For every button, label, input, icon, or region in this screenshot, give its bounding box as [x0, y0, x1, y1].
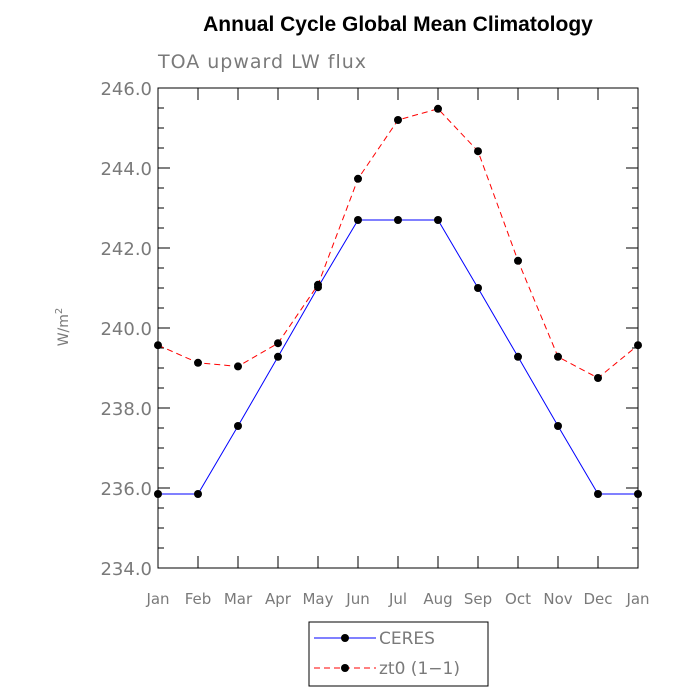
x-tick-label: Mar — [224, 590, 253, 608]
data-point-s1-9 — [514, 256, 522, 265]
legend-label-ceres: CERES — [379, 629, 435, 649]
data-point-s0-10 — [554, 422, 562, 430]
data-point-s0-5 — [354, 216, 362, 224]
y-axis-label: W/m2 — [54, 308, 72, 347]
x-tick-label: Dec — [583, 590, 612, 608]
data-point-s0-0 — [154, 490, 162, 498]
data-point-s1-12 — [634, 341, 642, 350]
data-point-s0-3 — [274, 352, 282, 361]
chart-title: Annual Cycle Global Mean Climatology — [203, 13, 593, 36]
y-axis: 234.0 236.0 238.0 240.0 242.0 244.0 246.0 — [100, 79, 638, 580]
y-tick-label: 244.0 — [100, 159, 152, 180]
data-point-s0-9 — [514, 352, 522, 361]
data-point-s1-11 — [594, 374, 602, 382]
legend-label-zt0: zt0 (1−1) — [379, 659, 460, 679]
data-point-s1-5 — [354, 174, 362, 183]
y-tick-label: 236.0 — [100, 479, 152, 500]
x-tick-label: Nov — [543, 590, 572, 608]
data-point-s0-11 — [594, 490, 602, 498]
x-tick-label: Jan — [625, 590, 649, 608]
data-point-s1-2 — [234, 362, 242, 371]
x-tick-label: Apr — [265, 590, 292, 608]
x-tick-label: Sep — [464, 590, 492, 608]
data-point-s0-8 — [474, 284, 482, 292]
data-point-s1-10 — [554, 352, 562, 361]
data-point-s1-0 — [154, 341, 162, 350]
data-point-s1-6 — [394, 116, 402, 124]
x-axis: Jan Feb Mar Apr May Jun Jul Aug Sep Oct Nov Dec Jan — [145, 88, 650, 608]
y-tick-label: 238.0 — [100, 399, 152, 420]
data-point-s0-12 — [634, 490, 642, 498]
data-point-s1-1 — [194, 358, 202, 367]
plot-frame — [157, 87, 639, 569]
data-point-s1-4 — [314, 280, 322, 289]
y-tick-label: 246.0 — [100, 79, 152, 100]
y-tick-label: 242.0 — [100, 239, 152, 260]
chart-subtitle: TOA upward LW flux — [157, 51, 367, 73]
data-point-s1-7 — [434, 104, 442, 113]
x-tick-label: Feb — [185, 590, 212, 608]
data-point-s1-3 — [274, 339, 282, 348]
data-point-s1-8 — [474, 147, 482, 156]
x-tick-label: Jan — [145, 590, 169, 608]
series-line-1 — [157, 108, 639, 379]
x-tick-label: Jul — [388, 590, 407, 608]
y-tick-label: 234.0 — [100, 559, 152, 580]
y-tick-label: 240.0 — [100, 319, 152, 340]
x-tick-label: Jun — [345, 590, 369, 608]
data-point-s0-7 — [434, 216, 442, 224]
x-tick-label: Aug — [423, 590, 452, 608]
data-point-s0-6 — [394, 216, 402, 224]
series-line-0 — [158, 219, 638, 495]
x-tick-label: May — [302, 590, 333, 608]
plot-border — [157, 87, 639, 569]
legend-marker-ceres — [341, 634, 349, 642]
legend-marker-zt0 — [341, 664, 349, 672]
data-point-s0-2 — [234, 422, 242, 430]
legend: CERES zt0 (1−1) — [308, 621, 489, 687]
legend-box — [308, 621, 489, 687]
x-tick-label: Oct — [505, 590, 531, 608]
series-layer — [154, 104, 642, 498]
data-point-s0-1 — [194, 490, 202, 498]
